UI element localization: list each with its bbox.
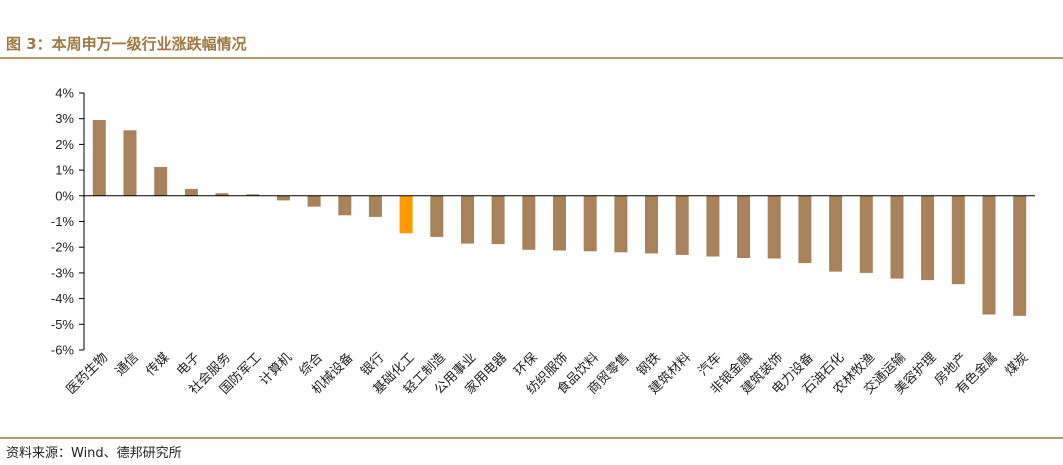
bar [276,195,290,201]
y-tick-label: 2% [55,137,74,152]
bar [307,195,321,207]
bottom-divider [0,437,1063,439]
bar [154,167,168,196]
bar [737,195,751,258]
y-tick-label: -4% [51,291,75,306]
y-tick-label: -6% [51,343,75,358]
bar [215,193,229,196]
bar [553,195,566,251]
x-tick-label: 通信 [113,350,142,379]
top-divider [0,57,1063,59]
bar [123,130,137,196]
figure-title: 图 3：本周申万一级行业涨跌幅情况 [6,35,247,53]
y-tick-label: -5% [51,317,75,332]
bar [798,195,812,264]
x-tick-label: 煤炭 [1002,350,1031,379]
bar [829,195,843,272]
bar [1013,195,1027,316]
y-tick-label: 3% [55,111,74,126]
bar [706,195,720,257]
bar [645,195,658,254]
bar [461,195,474,244]
bar [982,195,996,315]
x-tick-label: 计算机 [257,350,295,388]
y-tick-label: -3% [51,265,75,280]
bar [246,194,260,196]
bar [859,195,873,273]
source-note: 资料来源：Wind、德邦研究所 [6,446,182,461]
y-tick-label: 4% [55,86,74,101]
y-tick-label: -2% [51,240,75,255]
bar [675,195,689,255]
bar [430,195,444,237]
bar [399,195,413,234]
bar [184,188,198,196]
y-tick-label: -1% [51,214,75,229]
bar [338,195,352,216]
bar [522,195,536,250]
bar [921,195,935,281]
y-tick-label: 0% [55,188,74,203]
bar [368,195,382,217]
bar [491,195,505,245]
bars [92,120,1027,316]
bar [614,195,628,253]
bar [951,195,965,285]
bar [583,195,597,252]
figure-header: 图 3：本周申万一级行业涨跌幅情况 [0,0,1063,59]
x-tick-label: 传媒 [144,350,173,379]
bar-chart: 4% 3% 2% 1% 0% -1% -2% -3% -4% -5% -6% 医药生物 通信 传媒 电子社… [51,86,1035,398]
y-tick-label: 1% [55,163,74,178]
y-axis: 4% 3% 2% 1% 0% -1% -2% -3% -4% -5% -6% [51,86,85,358]
bar [767,195,781,259]
bar [92,120,106,196]
bar [890,195,904,279]
